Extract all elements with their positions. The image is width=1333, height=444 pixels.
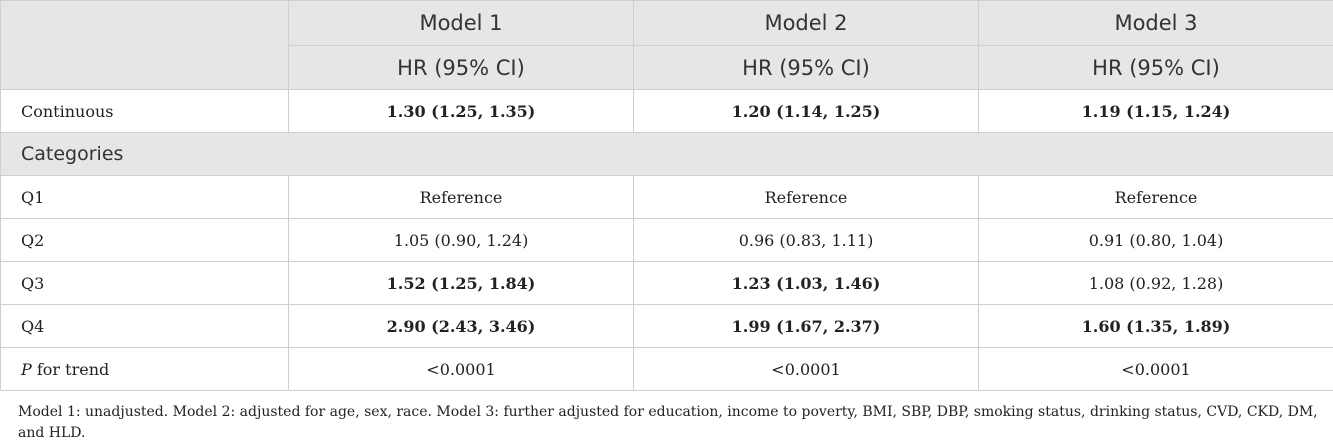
cell-q4-model-3: 1.60 (1.35, 1.89): [978, 304, 1333, 348]
table-row-q2: Q2 1.05 (0.90, 1.24) 0.96 (0.83, 1.11) 0…: [0, 218, 1333, 262]
cell-ptrend-model-3: <0.0001: [978, 347, 1333, 391]
header-blank-cell: [0, 0, 289, 90]
table-row-q1: Q1 Reference Reference Reference: [0, 175, 1333, 219]
cell-q1-model-2: Reference: [633, 175, 979, 219]
cell-q3-model-2: 1.23 (1.03, 1.46): [633, 261, 979, 305]
table-row-continuous: Continuous 1.30 (1.25, 1.35) 1.20 (1.14,…: [0, 89, 1333, 133]
hazard-ratio-table: Model 1 Model 2 Model 3 HR (95% CI) HR (…: [0, 0, 1333, 391]
header-hr-3: HR (95% CI): [978, 45, 1333, 90]
table-row-q3: Q3 1.52 (1.25, 1.84) 1.23 (1.03, 1.46) 1…: [0, 261, 1333, 305]
row-label-q3: Q3: [0, 261, 289, 305]
row-label-continuous: Continuous: [0, 89, 289, 133]
header-hr-1: HR (95% CI): [288, 45, 634, 90]
p-italic-label: P: [21, 359, 32, 379]
header-model-1: Model 1: [288, 0, 634, 46]
cell-q1-model-3: Reference: [978, 175, 1333, 219]
cell-continuous-model-3: 1.19 (1.15, 1.24): [978, 89, 1333, 133]
cell-ptrend-model-1: <0.0001: [288, 347, 634, 391]
cell-q4-model-1: 2.90 (2.43, 3.46): [288, 304, 634, 348]
header-hr-2: HR (95% CI): [633, 45, 979, 90]
cell-q4-model-2: 1.99 (1.67, 2.37): [633, 304, 979, 348]
header-row-models: Model 1 Model 2 Model 3: [0, 0, 1333, 90]
cell-continuous-model-2: 1.20 (1.14, 1.25): [633, 89, 979, 133]
categories-section-label: Categories: [0, 132, 1333, 176]
cell-q2-model-1: 1.05 (0.90, 1.24): [288, 218, 634, 262]
table-row-q4: Q4 2.90 (2.43, 3.46) 1.99 (1.67, 2.37) 1…: [0, 304, 1333, 348]
header-model-3: Model 3: [978, 0, 1333, 46]
table-row-p-trend: P for trend <0.0001 <0.0001 <0.0001: [0, 347, 1333, 391]
table-row-categories: Categories: [0, 132, 1333, 176]
row-label-q2: Q2: [0, 218, 289, 262]
header-row-hr: HR (95% CI) HR (95% CI) HR (95% CI): [1, 45, 1333, 90]
cell-q1-model-1: Reference: [288, 175, 634, 219]
cell-continuous-model-1: 1.30 (1.25, 1.35): [288, 89, 634, 133]
row-label-q4: Q4: [0, 304, 289, 348]
cell-q3-model-1: 1.52 (1.25, 1.84): [288, 261, 634, 305]
table-footnote: Model 1: unadjusted. Model 2: adjusted f…: [18, 404, 1318, 441]
header-model-2: Model 2: [633, 0, 979, 46]
cell-q2-model-3: 0.91 (0.80, 1.04): [978, 218, 1333, 262]
p-trend-label-rest: for trend: [31, 359, 110, 379]
cell-q3-model-3: 1.08 (0.92, 1.28): [978, 261, 1333, 305]
row-label-p-trend: P for trend: [0, 347, 289, 391]
cell-ptrend-model-2: <0.0001: [633, 347, 979, 391]
cell-q2-model-2: 0.96 (0.83, 1.11): [633, 218, 979, 262]
row-label-q1: Q1: [0, 175, 289, 219]
